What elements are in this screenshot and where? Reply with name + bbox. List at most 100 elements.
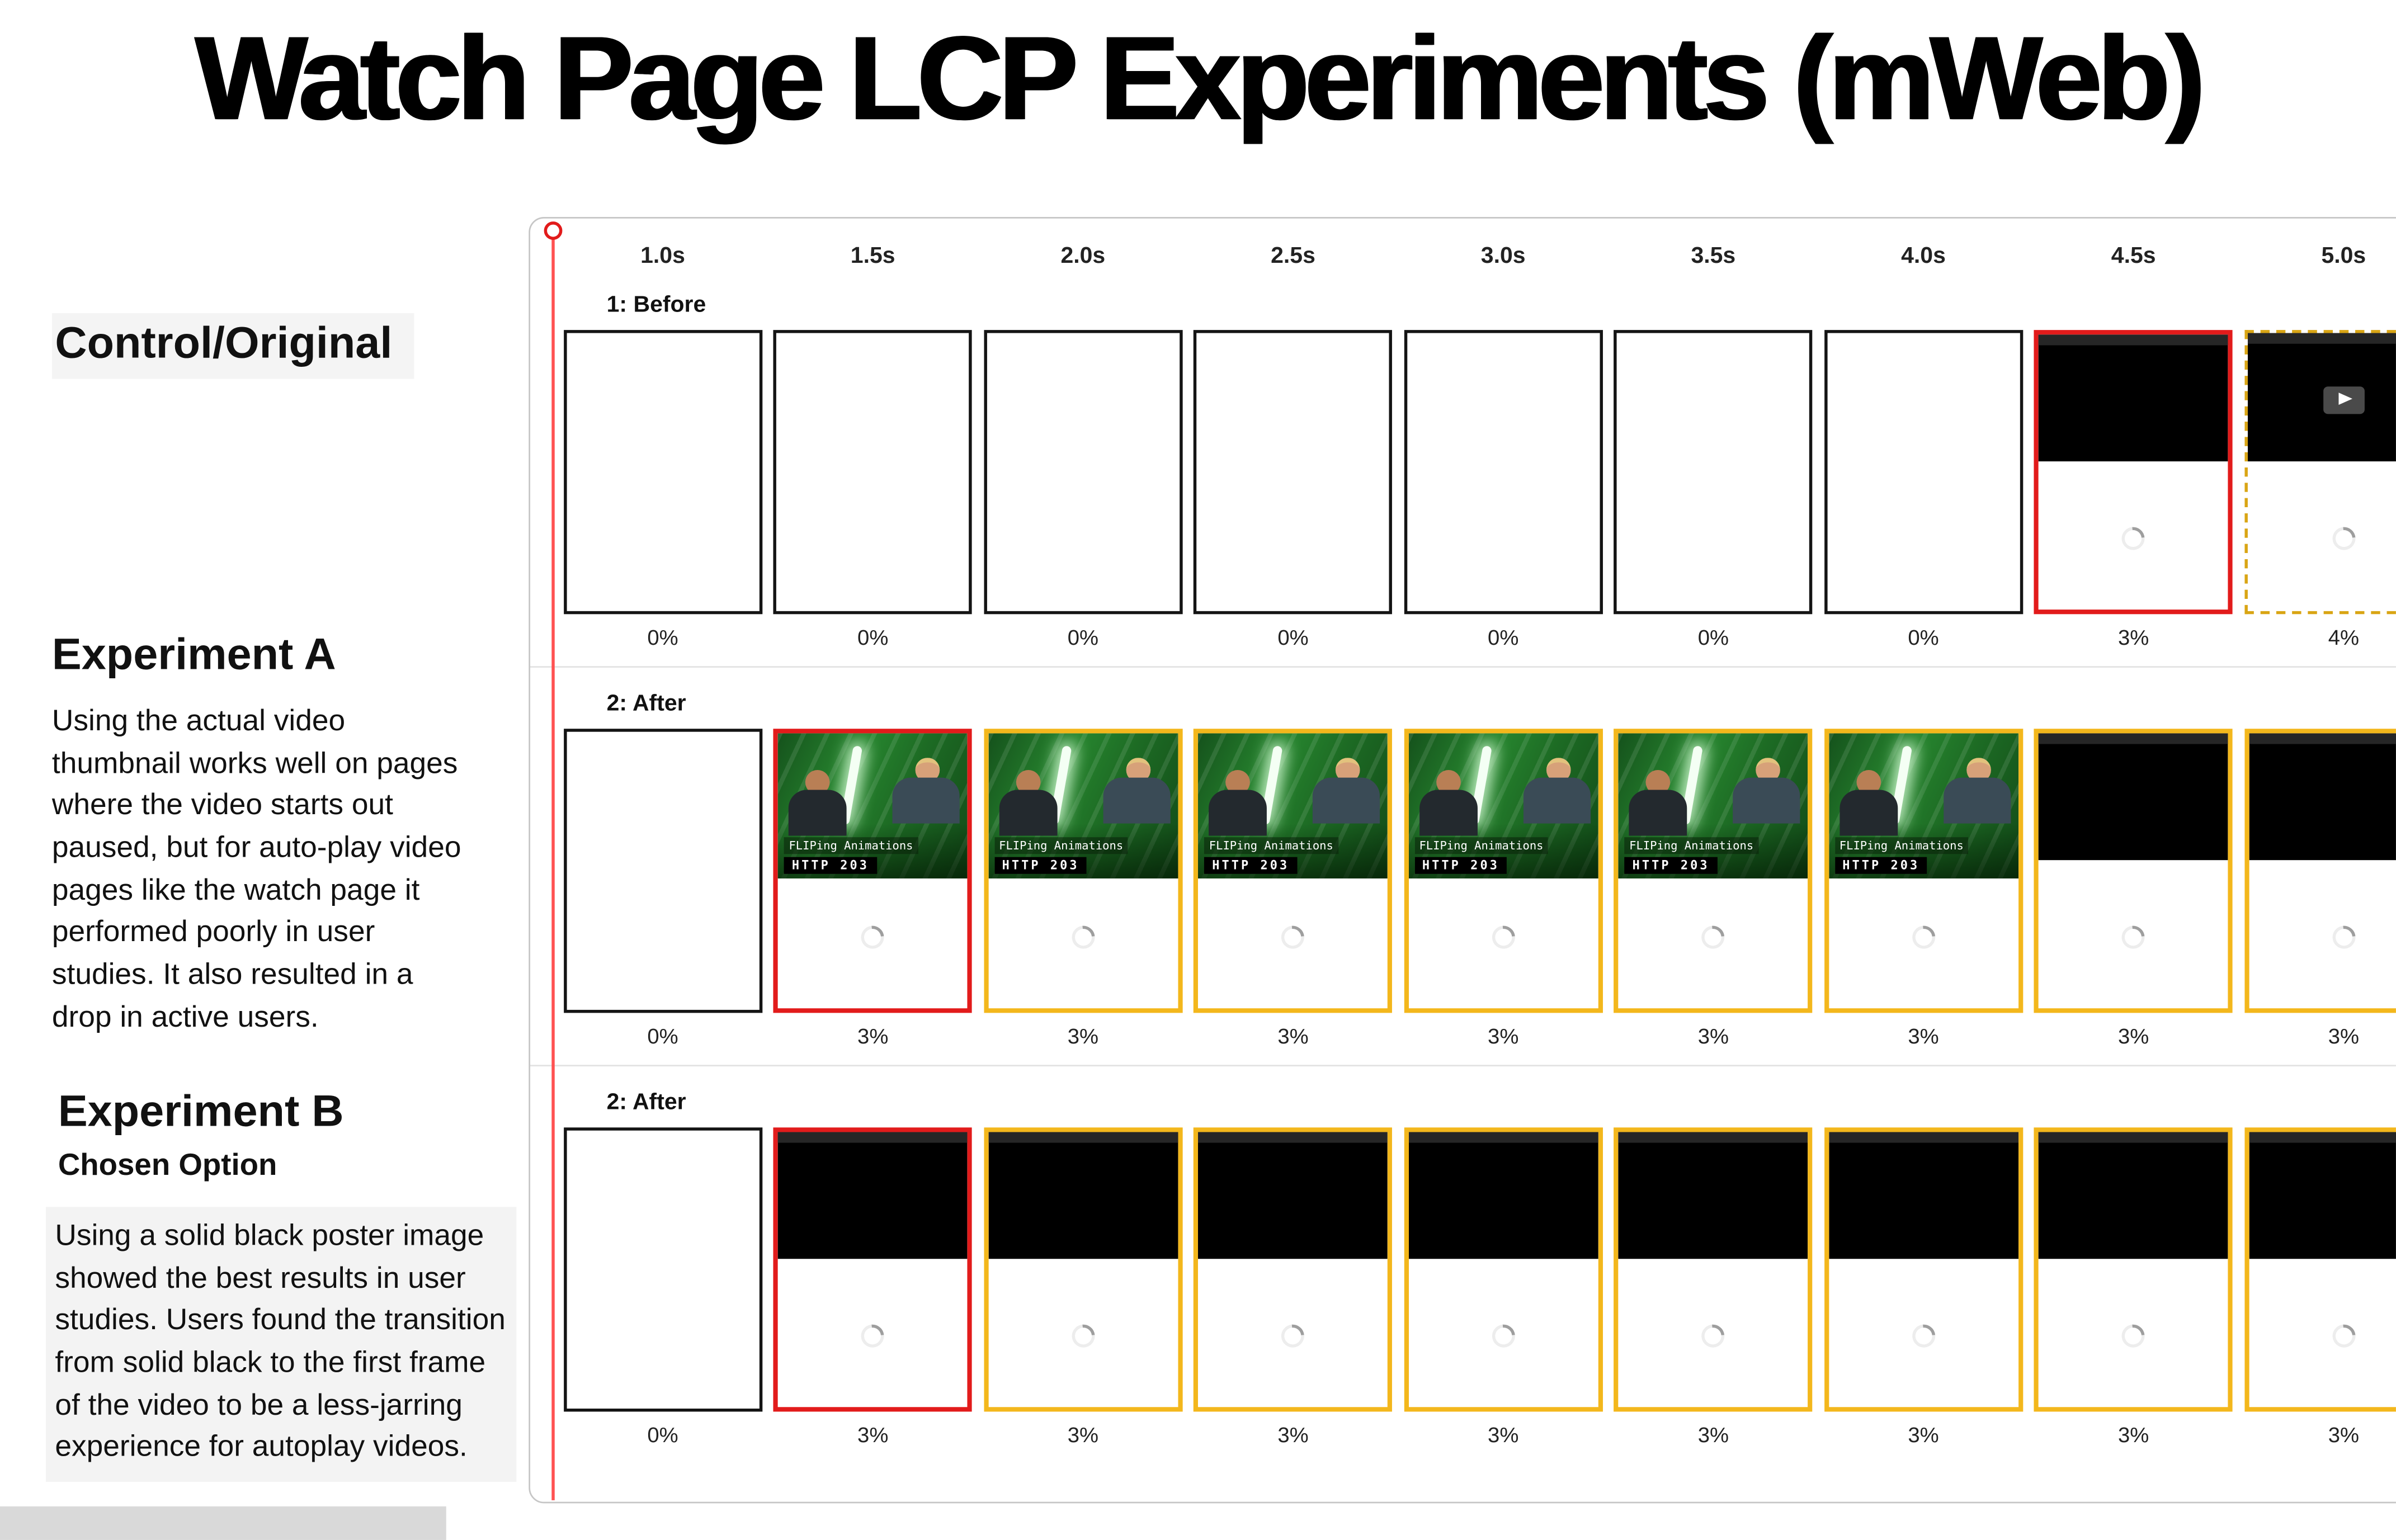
experiment-a-heading: Experiment A [51,631,336,680]
experiment-b-subheading: Chosen Option [58,1149,277,1183]
time-label: 1.5s [850,243,895,269]
filmstrip-frame: FLIPing Animations HTTP 203 [1404,330,1603,615]
loading-spinner-icon [1277,1320,1309,1353]
loading-spinner-icon [1907,1320,1940,1353]
filmstrip-frame: FLIPing Animations HTTP 203 [983,1127,1182,1412]
filmstrip-frame: FLIPing Animations HTTP 203 [773,330,973,615]
filmstrip-frame: FLIPing Animations HTTP 203 [1614,330,1813,615]
filmstrip-frame: FLIPing Animations HTTP 203 [1614,1127,1813,1412]
thumbnail-badge: HTTP 203 [784,857,877,875]
row-divider [530,666,2396,668]
person-left [786,769,850,836]
coverage-percent: 0% [1067,625,1098,650]
thumbnail-title: FLIPing Animations [1204,838,1338,855]
loading-spinner-icon [1277,921,1309,954]
person-torso [893,778,960,824]
thumbnail-title: FLIPing Animations [1834,838,1969,855]
person-right [1523,758,1593,824]
person-right [1733,758,1804,824]
loading-spinner-icon [1487,1320,1520,1353]
person-right [1943,758,2014,824]
thumbnail-caption: FLIPing Animations HTTP 203 [1834,838,1969,875]
coverage-percent: 3% [1908,1023,1939,1048]
person-torso [789,790,847,836]
filmstrip-frame: FLIPing Animations HTTP 203 [773,729,973,1013]
coverage-percent: 3% [1277,1023,1309,1048]
filmstrip-frame: FLIPing Animations HTTP 203 [1194,729,1393,1013]
coverage-percent: 0% [1488,625,1519,650]
coverage-percent: 0% [647,1422,678,1447]
loading-spinner-icon [1697,1320,1730,1353]
coverage-percent: 0% [1697,625,1729,650]
filmstrip-frame: FLIPing Animations HTTP 203 [2034,1127,2233,1412]
loading-spinner-icon [856,921,889,954]
coverage-percent: 3% [2118,1023,2149,1048]
coverage-percent: 3% [857,1023,889,1048]
filmstrip-row: 2: After FLIPing Animations HTTP 203 [530,1089,2396,1447]
video-thumbnail: FLIPing Animations HTTP 203 [778,733,968,880]
loading-spinner-icon [2117,522,2150,555]
filmstrip-frame: FLIPing Animations HTTP 203 [563,330,762,615]
coverage-percent: 3% [2118,625,2149,650]
filmstrip-frame: FLIPing Animations HTTP 203 [2244,729,2396,1013]
person-right [1102,758,1173,824]
coverage-percent: 0% [647,625,678,650]
experiment-b-description: Using a solid black poster image showed … [45,1207,517,1482]
filmstrip-frame: FLIPing Animations HTTP 203 [1824,1127,2023,1412]
person-torso [1943,778,2011,824]
person-right [893,758,963,824]
black-poster [1828,1132,2018,1259]
black-poster [988,1132,1178,1259]
coverage-percent: 3% [2328,1023,2359,1048]
filmstrip-frame: FLIPing Animations HTTP 203 [983,729,1182,1013]
thumbnail-badge: HTTP 203 [1834,857,1927,875]
black-poster [1198,1132,1388,1259]
filmstrip-frame: FLIPing Animations HTTP 203 [1614,729,1813,1013]
thumbnail-caption: FLIPing Animations HTTP 203 [784,838,918,875]
person-right [1313,758,1384,824]
loading-spinner-icon [1487,921,1520,954]
video-thumbnail: FLIPing Animations HTTP 203 [1618,733,1808,880]
coverage-percent: 3% [1488,1023,1519,1048]
time-label: 2.0s [1060,243,1106,269]
filmstrip-rows: 1: Before FLIPing Animations HTTP 203 [530,292,2396,1447]
bottom-strip [0,1506,446,1540]
time-label: 2.5s [1271,243,1315,269]
filmstrip-frame: FLIPing Animations HTTP 203 [1824,330,2023,615]
timeline-line [551,235,555,1500]
filmstrip-frame: FLIPing Animations HTTP 203 [563,1127,762,1412]
filmstrip-frame: FLIPing Animations HTTP 203 [1194,330,1393,615]
loading-spinner-icon [2327,1320,2360,1353]
black-poster [2248,1132,2396,1259]
person-torso [1629,790,1687,836]
thumbnail-badge: HTTP 203 [1414,857,1507,875]
filmstrip-frame: FLIPing Animations HTTP 203 [1404,729,1603,1013]
filmstrip-panel: 1.0s 1.5s 2.0s 2.5s 3.0s 3.5s 4.0s 4.5s 5.0s 1: … [529,216,2396,1504]
play-icon [2323,385,2365,414]
loading-spinner-icon [1067,1320,1100,1353]
person-torso [1102,778,1171,824]
filmstrip-frame: FLIPing Animations HTTP 203 [2244,1127,2396,1412]
filmstrip-frame: FLIPing Animations HTTP 203 [1404,1127,1603,1412]
thumbnail-caption: FLIPing Animations HTTP 203 [1414,838,1548,875]
experiment-b-heading: Experiment B [58,1088,344,1137]
time-header: 1.0s 1.5s 2.0s 2.5s 3.0s 3.5s 4.0s 4.5s 5.0s [558,243,2396,268]
black-poster [778,1132,968,1259]
filmstrip-frame: FLIPing Animations HTTP 203 [2034,729,2233,1013]
experiment-a-description: Using the actual video thumbnail works w… [51,704,461,1034]
thumbnail-caption: FLIPing Animations HTTP 203 [994,838,1128,875]
thumbnail-badge: HTTP 203 [1624,857,1718,875]
thumbnail-title: FLIPing Animations [784,838,918,855]
filmstrip-row: 2: After FLIPing Animations HTTP 203 [530,691,2396,1067]
black-poster [1618,1132,1808,1259]
coverage-percent: 0% [857,625,889,650]
coverage-percent: 3% [857,1422,889,1447]
filmstrip-frame: FLIPing Animations HTTP 203 [563,729,762,1013]
video-thumbnail: FLIPing Animations HTTP 203 [1828,733,2018,880]
thumbnail-title: FLIPing Animations [1414,838,1548,855]
coverage-percent: 3% [1488,1422,1519,1447]
coverage-percent: 0% [1908,625,1939,650]
black-poster [2039,733,2229,860]
coverage-percent: 3% [1697,1023,1729,1048]
